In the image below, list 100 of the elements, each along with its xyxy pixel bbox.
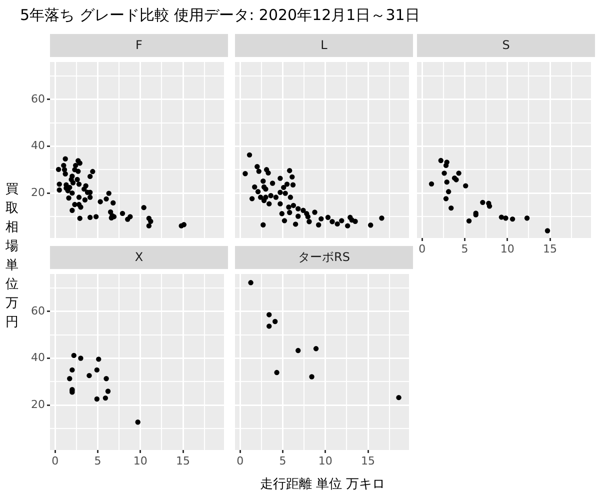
point [56, 187, 62, 193]
x-tick-label: 10 [318, 454, 332, 468]
point [278, 190, 283, 195]
point [66, 195, 72, 201]
point [76, 168, 81, 174]
point [379, 216, 384, 221]
y-tick-label: 60 [31, 92, 45, 106]
point [300, 208, 306, 213]
point [254, 164, 260, 170]
point [448, 205, 454, 211]
point [98, 199, 103, 204]
point [290, 182, 296, 188]
point [334, 221, 340, 227]
point [292, 222, 298, 227]
point [396, 394, 402, 400]
point [309, 374, 314, 380]
point [135, 420, 140, 425]
point [120, 210, 126, 216]
point [70, 367, 75, 373]
point [278, 176, 283, 181]
point [56, 182, 62, 187]
point [284, 182, 290, 187]
point [255, 189, 261, 194]
point [78, 204, 84, 210]
chart-title: S [417, 34, 595, 57]
y-tick-label: 20 [31, 398, 45, 411]
point [146, 223, 152, 228]
y-axis-title: 買取相場単位万円 [4, 181, 20, 332]
point [94, 367, 100, 373]
point [312, 210, 318, 215]
point [352, 218, 358, 224]
point [62, 156, 68, 162]
point [77, 216, 82, 221]
chart-title: ターボRS [235, 246, 413, 269]
point [442, 170, 447, 176]
point [260, 178, 266, 184]
x-tick-label: 10 [133, 454, 148, 468]
point [266, 201, 272, 206]
point [368, 222, 374, 228]
point [67, 376, 72, 382]
point [296, 348, 301, 354]
point [296, 206, 301, 212]
point [486, 204, 492, 209]
point [316, 222, 322, 228]
point [70, 190, 75, 196]
point [446, 189, 452, 194]
point [96, 356, 102, 362]
point [510, 216, 516, 222]
y-tick-label: 20 [31, 186, 45, 199]
point [282, 218, 288, 224]
point [428, 181, 434, 187]
chart-title: L [235, 34, 413, 57]
point [249, 196, 255, 202]
point [296, 214, 301, 219]
point [270, 180, 276, 186]
point [71, 352, 76, 358]
point [76, 182, 82, 187]
point [105, 388, 111, 394]
point [104, 196, 109, 202]
point [480, 200, 486, 206]
point [274, 370, 280, 376]
point [268, 193, 274, 198]
point [279, 211, 285, 216]
point [443, 196, 449, 202]
point [90, 168, 96, 174]
x-tick-label: 10 [500, 242, 514, 256]
point [78, 356, 84, 361]
point [443, 162, 449, 168]
point [102, 395, 108, 401]
point [330, 219, 335, 224]
point [82, 197, 88, 202]
point [87, 214, 93, 220]
x-tick-label: 5 [279, 454, 286, 468]
point [74, 176, 80, 182]
point [305, 214, 311, 220]
point [466, 218, 472, 224]
point [286, 210, 292, 216]
x-tick-label: 15 [361, 454, 376, 468]
point [76, 194, 82, 200]
x-tick-label: 0 [418, 242, 426, 256]
x-tick-label: 15 [543, 242, 558, 256]
point [62, 171, 68, 176]
point [242, 171, 248, 176]
point [87, 194, 93, 200]
point [70, 208, 75, 213]
point [272, 318, 278, 324]
x-tick-label: 5 [461, 242, 468, 256]
point [339, 218, 344, 224]
point [148, 218, 154, 224]
point [266, 324, 272, 329]
point [444, 179, 450, 185]
point [503, 216, 508, 221]
point [438, 158, 444, 164]
point [318, 216, 324, 222]
x-tick-label: 0 [236, 454, 244, 468]
point [252, 184, 258, 190]
point [288, 194, 294, 200]
point [313, 346, 319, 352]
y-tick-label: 40 [31, 351, 45, 364]
point [263, 194, 268, 200]
